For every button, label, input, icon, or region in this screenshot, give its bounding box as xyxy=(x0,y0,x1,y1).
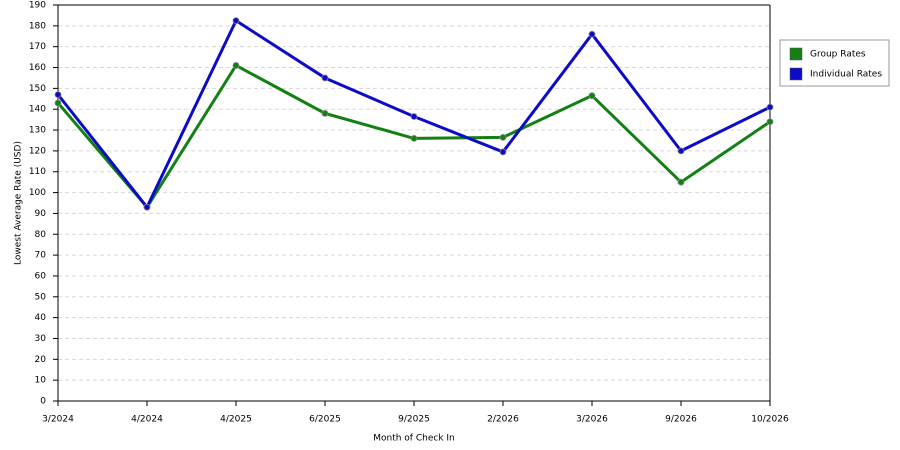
x-tick-label: 9/2025 xyxy=(398,415,430,425)
x-tick-label: 10/2026 xyxy=(751,415,789,425)
y-tick-label: 20 xyxy=(35,355,47,365)
y-tick-label: 190 xyxy=(29,1,46,11)
legend-swatch xyxy=(789,47,803,61)
y-tick-label: 110 xyxy=(29,167,46,177)
data-point xyxy=(143,203,151,211)
y-tick-label: 60 xyxy=(35,271,47,281)
y-tick-label: 0 xyxy=(40,397,46,407)
y-tick-label: 150 xyxy=(29,84,46,94)
y-tick-label: 100 xyxy=(29,188,46,198)
y-tick-label: 180 xyxy=(29,21,46,31)
x-tick-label: 3/2024 xyxy=(42,415,74,425)
data-point xyxy=(54,99,62,107)
y-tick-label: 70 xyxy=(35,251,47,261)
y-tick-label: 170 xyxy=(29,42,46,52)
data-point xyxy=(321,109,329,117)
legend-swatch xyxy=(789,67,803,81)
data-point xyxy=(54,91,62,99)
data-point xyxy=(588,92,596,100)
data-point xyxy=(499,148,507,156)
y-tick-label: 160 xyxy=(29,63,46,73)
x-axis-label: Month of Check In xyxy=(373,434,455,444)
data-point xyxy=(321,74,329,82)
data-point xyxy=(677,147,685,155)
data-point xyxy=(410,134,418,142)
x-tick-label: 3/2026 xyxy=(576,415,608,425)
y-tick-label: 140 xyxy=(29,105,46,115)
x-tick-label: 4/2025 xyxy=(220,415,252,425)
x-tick-label: 6/2025 xyxy=(309,415,341,425)
y-tick-label: 130 xyxy=(29,126,46,136)
x-tick-label: 9/2026 xyxy=(665,415,697,425)
data-point xyxy=(410,113,418,120)
y-tick-label: 30 xyxy=(35,334,47,344)
data-point xyxy=(232,62,240,69)
data-point xyxy=(766,118,774,126)
legend-label: Individual Rates xyxy=(810,70,882,80)
x-tick-label: 2/2026 xyxy=(487,415,519,425)
data-point xyxy=(499,133,507,141)
data-point xyxy=(766,103,774,111)
y-tick-label: 90 xyxy=(35,209,47,219)
y-tick-label: 120 xyxy=(29,146,46,156)
data-point xyxy=(588,30,596,38)
y-tick-label: 40 xyxy=(35,313,47,323)
data-point xyxy=(232,17,240,25)
y-axis-label: Lowest Average Rate (USD) xyxy=(14,141,24,265)
data-point xyxy=(677,178,685,186)
y-tick-label: 80 xyxy=(35,230,47,240)
y-tick-label: 50 xyxy=(35,292,47,302)
x-tick-label: 4/2024 xyxy=(131,415,163,425)
legend-label: Group Rates xyxy=(810,50,866,60)
y-tick-label: 10 xyxy=(35,376,47,386)
